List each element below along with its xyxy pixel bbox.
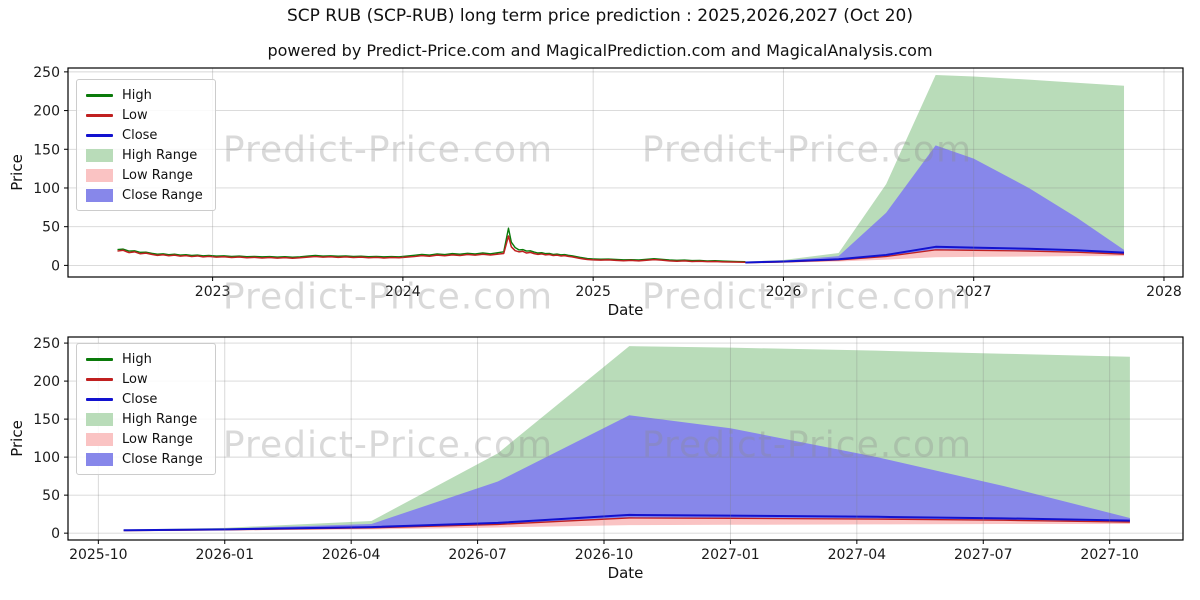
legend-top-chart: High Low Close High Range Low Range Close Ran… [76, 79, 216, 211]
x-tick-label: 2026-04 [322, 547, 381, 563]
legend-item-low: Low [86, 107, 203, 123]
plot-border [67, 336, 1184, 541]
close-range-area [123, 415, 1130, 531]
legend-item-low: Low [86, 371, 203, 387]
y-tick-label: 250 [33, 65, 60, 81]
x-axis-label: Date [608, 301, 644, 319]
legend-item-close: Close [86, 391, 203, 407]
legend-item-high: High [86, 351, 203, 367]
x-tick-label: 2027 [956, 284, 992, 300]
legend-swatch-line [86, 133, 113, 137]
y-tick-label: 200 [33, 374, 60, 390]
x-tick-label: 2028 [1146, 284, 1182, 300]
legend-swatch-patch [86, 168, 113, 182]
watermark-text: Predict-Price.com [641, 276, 973, 318]
x-tick-label: 2026-01 [196, 547, 255, 563]
figure-title: SCP RUB (SCP-RUB) long term price predic… [286, 6, 913, 26]
legend-label: Close Range [122, 187, 203, 203]
y-tick-label: 150 [33, 142, 60, 158]
x-tick-label: 2026 [766, 284, 802, 300]
legend-swatch-patch [86, 452, 113, 466]
legend-swatch-line [86, 377, 113, 381]
legend-label: Low Range [122, 431, 193, 447]
legend-swatch-patch [86, 412, 113, 426]
legend-label: Close [122, 391, 158, 407]
y-tick-label: 0 [51, 258, 60, 274]
low-range-area [123, 517, 1130, 531]
x-tick-label: 2026-10 [575, 547, 634, 563]
legend-label: High Range [122, 411, 198, 427]
y-tick-label: 100 [33, 450, 60, 466]
top-chart: 2023 2024 2025 2026 2027 2028 0 50 100 150 200 250 D… [8, 65, 1184, 319]
legend-swatch-patch [86, 188, 113, 202]
legend-swatch-line [86, 93, 113, 97]
watermark-text: Predict-Price.com [222, 276, 554, 318]
y-tick-label: 150 [33, 412, 60, 428]
legend-item-close: Close [86, 127, 203, 143]
watermark-text: Predict-Price.com [222, 424, 554, 466]
legend-label: High [122, 351, 152, 367]
legend-item-high-range: High Range [86, 411, 203, 427]
legend-item-low-range: Low Range [86, 167, 203, 183]
watermark-text: Predict-Price.com [641, 424, 973, 466]
legend-label: Low Range [122, 167, 193, 183]
y-tick-label: 100 [33, 181, 60, 197]
legend-label: High Range [122, 147, 198, 163]
watermark-text: Predict-Price.com [222, 129, 554, 171]
x-tick-label: 2026-07 [448, 547, 507, 563]
y-tick-label: 200 [33, 104, 60, 120]
legend-swatch-line [86, 397, 113, 401]
legend-label: High [122, 87, 152, 103]
y-axis-label: Price [8, 420, 26, 457]
y-tick-label: 0 [51, 526, 60, 542]
x-tick-label: 2025-10 [69, 547, 128, 563]
legend-item-high: High [86, 87, 203, 103]
close-forecast-line [745, 245, 1125, 264]
legend-bottom-chart: High Low Close High Range Low Range Close Ran… [76, 343, 216, 475]
close-range-area [745, 145, 1125, 263]
x-tick-label: 2027-04 [828, 547, 887, 563]
x-tick-label: 2027-01 [701, 547, 760, 563]
legend-swatch-patch [86, 148, 113, 162]
legend-item-close-range: Close Range [86, 451, 203, 467]
close-forecast-line [123, 513, 1130, 532]
legend-label: Close Range [122, 451, 203, 467]
legend-label: Close [122, 127, 158, 143]
x-tick-label: 2027-10 [1080, 547, 1139, 563]
y-tick-label: 50 [42, 488, 60, 504]
x-axis-label: Date [608, 564, 644, 582]
x-tick-label: 2027-07 [954, 547, 1013, 563]
legend-label: Low [122, 371, 148, 387]
high-history-line [117, 227, 746, 263]
bottom-chart: 2025-10 2026-01 2026-04 2026-07 2026-10 2027-… [8, 336, 1184, 582]
legend-item-low-range: Low Range [86, 431, 203, 447]
low-range-area [745, 249, 1125, 264]
legend-swatch-line [86, 113, 113, 117]
legend-item-high-range: High Range [86, 147, 203, 163]
legend-swatch-patch [86, 432, 113, 446]
y-tick-label: 50 [42, 220, 60, 236]
x-tick-label: 2025 [575, 284, 611, 300]
watermark-text: Predict-Price.com [641, 129, 973, 171]
y-tick-label: 250 [33, 336, 60, 352]
figure-subtitle: powered by Predict-Price.com and Magical… [267, 41, 933, 60]
plot-border [67, 67, 1184, 278]
legend-swatch-line [86, 357, 113, 361]
y-axis-label: Price [8, 154, 26, 191]
x-tick-label: 2024 [385, 284, 421, 300]
low-history-line [117, 235, 746, 264]
legend-item-close-range: Close Range [86, 187, 203, 203]
legend-label: Low [122, 107, 148, 123]
x-tick-label: 2023 [195, 284, 231, 300]
